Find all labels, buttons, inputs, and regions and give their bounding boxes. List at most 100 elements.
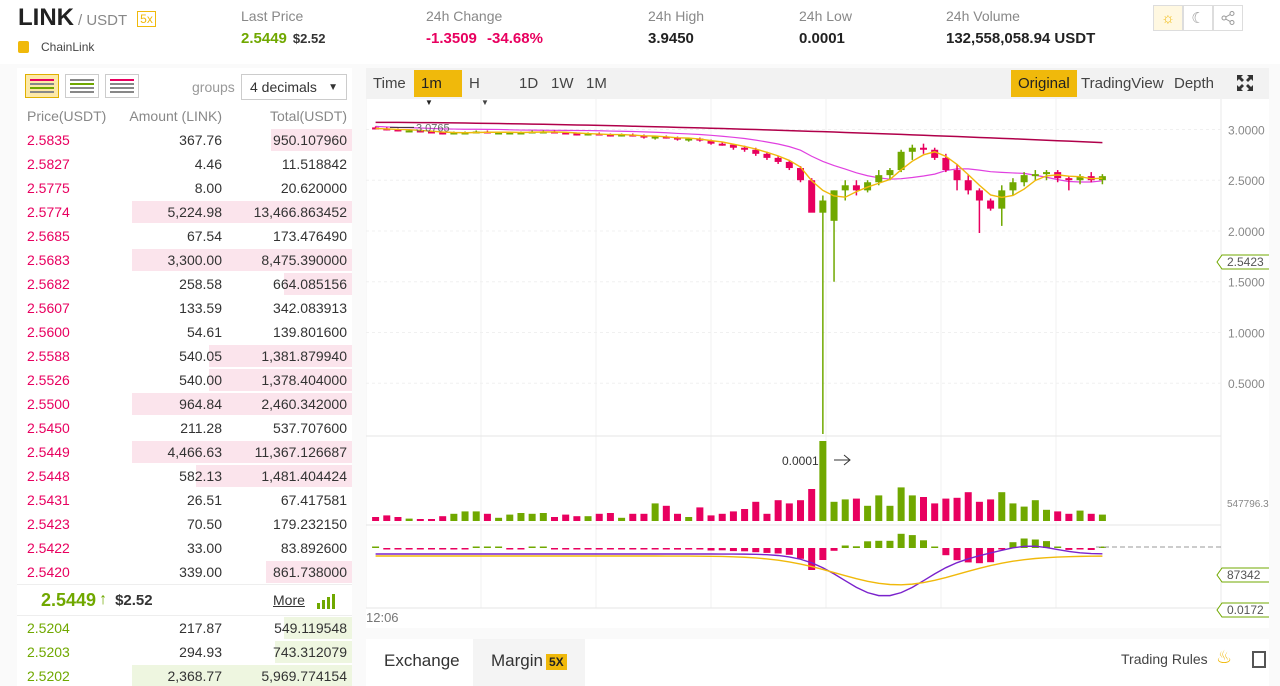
row-amount: 5,224.98 — [167, 204, 223, 220]
ask-row[interactable]: 2.5500 964.84 2,460.342000 — [17, 392, 352, 416]
macd-bar — [707, 548, 715, 551]
row-total: 537.707600 — [273, 420, 347, 436]
row-price: 2.5588 — [27, 348, 70, 364]
candle-body — [729, 144, 737, 148]
depth-button[interactable]: Depth — [1174, 75, 1215, 92]
ask-row[interactable]: 2.5607 133.59 342.083913 — [17, 296, 352, 320]
bid-row[interactable]: 2.5203 294.93 743.312079 — [17, 640, 352, 664]
time-button[interactable]: Time — [373, 75, 406, 92]
macd-bar — [383, 548, 391, 550]
volume-bar — [685, 517, 693, 521]
ask-row[interactable]: 2.5450 211.28 537.707600 — [17, 416, 352, 440]
volume-bar — [629, 513, 637, 521]
candle-body — [584, 133, 592, 136]
price-tag: 2.5423 — [1227, 255, 1264, 269]
ask-row[interactable]: 2.5423 70.50 179.232150 — [17, 512, 352, 536]
ask-row[interactable]: 2.5683 3,300.00 8,475.390000 — [17, 248, 352, 272]
volume-bar — [439, 516, 447, 521]
high-value: 3.9450 — [648, 30, 694, 47]
more-link[interactable]: More — [273, 592, 305, 608]
tab-margin[interactable]: Margin 5X — [473, 639, 585, 686]
row-amount: 294.93 — [179, 644, 222, 660]
ask-row[interactable]: 2.5835 367.76 950.107960 — [17, 128, 352, 152]
bid-row[interactable]: 2.5204 217.87 549.119548 — [17, 616, 352, 640]
ask-row[interactable]: 2.5422 33.00 83.892600 — [17, 536, 352, 560]
interval-h-label: H — [469, 75, 480, 92]
macd-bar — [841, 545, 849, 548]
view-both-button[interactable] — [25, 74, 59, 98]
sun-icon[interactable]: ☼ — [1153, 5, 1183, 31]
original-view-button[interactable]: Original — [1011, 70, 1077, 97]
volume-bar — [1031, 500, 1039, 521]
ask-row[interactable]: 2.5449 4,466.63 11,367.126687 — [17, 440, 352, 464]
macd-bar — [964, 548, 972, 563]
ask-row[interactable]: 2.5600 54.61 139.801600 — [17, 320, 352, 344]
change-percent: -34.68% — [487, 30, 543, 47]
volume-bar — [618, 517, 626, 521]
volume-bar — [416, 519, 424, 521]
ask-row[interactable]: 2.5526 540.00 1,378.404000 — [17, 368, 352, 392]
volume-bar — [785, 503, 793, 521]
row-amount: 582.13 — [179, 468, 222, 484]
candle-body — [707, 140, 715, 144]
ask-row[interactable]: 2.5827 4.46 11.518842 — [17, 152, 352, 176]
tradingview-button[interactable]: TradingView — [1081, 75, 1164, 92]
candle-body — [741, 147, 749, 150]
candle-body — [517, 132, 525, 135]
row-price: 2.5204 — [27, 620, 70, 636]
order-book: groups 4 decimals ▼ Price(USDT) Amount (… — [17, 68, 352, 686]
ask-row[interactable]: 2.5775 8.00 20.620000 — [17, 176, 352, 200]
macd-bar — [539, 546, 547, 548]
interval-1mo-button[interactable]: 1M — [586, 75, 607, 92]
bid-row[interactable]: 2.5202 2,368.77 5,969.774154 — [17, 664, 352, 686]
trading-rules-link[interactable]: Trading Rules — [1121, 651, 1208, 667]
interval-1m-button[interactable]: 1m ▼ — [414, 70, 462, 107]
row-total: 1,481.404424 — [261, 468, 347, 484]
interval-h-button[interactable]: H ▼ — [462, 70, 510, 107]
mid-price-usd: $2.52 — [115, 591, 153, 609]
row-amount: 540.00 — [179, 372, 222, 388]
ask-row[interactable]: 2.5685 67.54 173.476490 — [17, 224, 352, 248]
row-total: 8,475.390000 — [261, 252, 347, 268]
row-price: 2.5775 — [27, 180, 70, 196]
row-total: 173.476490 — [273, 228, 347, 244]
volume-bar — [606, 513, 614, 521]
ask-row[interactable]: 2.5448 582.13 1,481.404424 — [17, 464, 352, 488]
pair-title[interactable]: LINK / USDT 5x — [18, 4, 156, 32]
ask-row[interactable]: 2.5420 339.00 861.738000 — [17, 560, 352, 584]
groups-label: groups — [192, 79, 235, 95]
interval-1w-button[interactable]: 1W — [551, 75, 574, 92]
macd-bar — [506, 548, 514, 550]
row-price: 2.5600 — [27, 324, 70, 340]
chart-canvas[interactable]: 3.0000 2.5000 2.0000 1.5000 1.0000 0.5000 3.0… — [366, 99, 1269, 628]
ask-row[interactable]: 2.5588 540.05 1,381.879940 — [17, 344, 352, 368]
row-price: 2.5450 — [27, 420, 70, 436]
volume-bar — [372, 517, 380, 521]
interval-1d-button[interactable]: 1D — [519, 75, 539, 92]
tab-exchange[interactable]: Exchange — [384, 651, 460, 670]
ask-row[interactable]: 2.5682 258.58 664.085156 — [17, 272, 352, 296]
macd-bar — [517, 548, 525, 550]
coin-info-link[interactable]: ChainLink — [18, 40, 94, 54]
fullscreen-icon[interactable] — [1236, 74, 1254, 92]
macd-bar — [450, 548, 458, 550]
candle-body — [931, 149, 939, 158]
volume-bar — [528, 513, 536, 521]
share-icon[interactable] — [1213, 5, 1243, 31]
view-bids-button[interactable] — [65, 74, 99, 98]
decimals-select[interactable]: 4 decimals ▼ — [241, 74, 347, 100]
volume-bar — [584, 516, 592, 521]
macd-bar — [942, 548, 950, 556]
macd-panel — [372, 533, 1221, 597]
volume-bar — [1076, 510, 1084, 521]
moon-icon[interactable]: ☾ — [1183, 5, 1213, 31]
ask-row[interactable]: 2.5431 26.51 67.417581 — [17, 488, 352, 512]
volume-bar — [897, 487, 905, 521]
view-asks-button[interactable] — [105, 74, 139, 98]
ask-row[interactable]: 2.5774 5,224.98 13,466.863452 — [17, 200, 352, 224]
fire-icon[interactable]: ♨ — [1216, 647, 1233, 667]
calculator-icon[interactable] — [1252, 651, 1266, 668]
macd-bar — [785, 548, 793, 555]
candle-body — [439, 132, 447, 135]
row-total: 743.312079 — [273, 644, 347, 660]
